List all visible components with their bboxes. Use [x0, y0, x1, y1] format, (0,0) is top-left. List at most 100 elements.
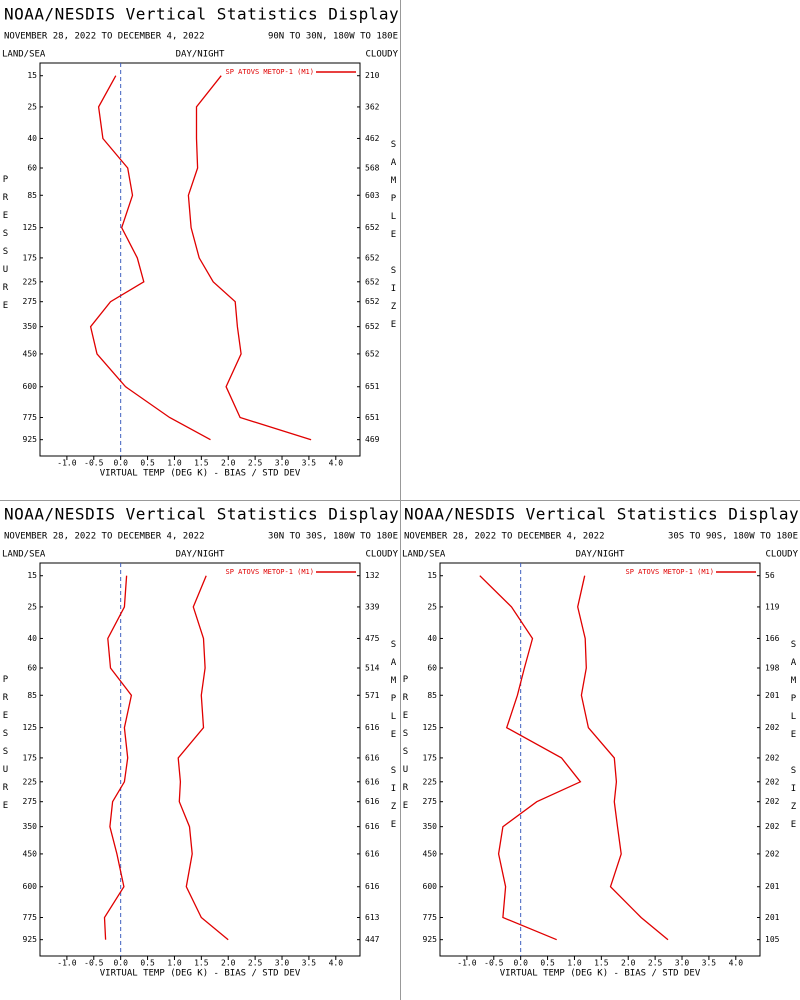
x-tick-label: 3.0 — [275, 959, 290, 968]
date-range: NOVEMBER 28, 2022 TO DECEMBER 4, 2022 — [4, 532, 204, 542]
day-night: DAY/NIGHT — [576, 550, 625, 560]
x-tick-label: -0.5 — [84, 459, 103, 468]
x-tick-label: 2.0 — [221, 959, 236, 968]
y-tick-label: 350 — [423, 822, 438, 831]
sample-size: 613 — [365, 913, 380, 922]
sample-size: 616 — [365, 849, 380, 858]
y-tick-label: 25 — [27, 102, 37, 111]
x-tick-label: -1.0 — [57, 459, 76, 468]
y-tick-label: 15 — [427, 571, 437, 580]
x-tick-label: 4.0 — [329, 459, 344, 468]
y-tick-label: 925 — [23, 435, 38, 444]
cloudy: CLOUDY — [765, 550, 798, 560]
x-tick-label: -0.5 — [84, 959, 103, 968]
sample-size: 652 — [365, 277, 380, 286]
y-tick-label: 85 — [427, 691, 437, 700]
y2-axis-label: SAMPLE SIZE — [789, 640, 799, 838]
y-tick-label: 925 — [23, 935, 38, 944]
sample-size: 616 — [365, 882, 380, 891]
y-tick-label: 125 — [23, 723, 38, 732]
chart-title: NOAA/NESDIS Vertical Statistics Display — [4, 505, 399, 524]
sample-size: 202 — [765, 753, 780, 762]
sample-size: 616 — [365, 822, 380, 831]
sample-size: 362 — [365, 102, 380, 111]
y-tick-label: 175 — [23, 753, 38, 762]
y-tick-label: 450 — [23, 849, 38, 858]
y-tick-label: 775 — [23, 913, 38, 922]
plot-frame — [39, 62, 361, 457]
sample-size: 201 — [765, 882, 780, 891]
y-tick-label: 85 — [27, 691, 37, 700]
x-tick-label: 2.5 — [248, 459, 263, 468]
sample-size: 132 — [365, 571, 380, 580]
x-tick-label: -1.0 — [57, 959, 76, 968]
bias-line — [103, 575, 133, 940]
y-tick-label: 85 — [27, 191, 37, 200]
sample-size: 105 — [765, 935, 780, 944]
x-tick-label: 0.5 — [540, 959, 555, 968]
y-tick-label: 175 — [23, 253, 38, 262]
x-tick-label: 0.0 — [113, 459, 128, 468]
date-range: NOVEMBER 28, 2022 TO DECEMBER 4, 2022 — [404, 532, 604, 542]
y-tick-label: 600 — [23, 382, 38, 391]
legend-label: SP ATOVS METOP-1 (M1) — [225, 68, 314, 76]
x-tick-label: 3.5 — [702, 959, 717, 968]
sample-size: 202 — [765, 777, 780, 786]
sample-size: 616 — [365, 723, 380, 732]
sample-size: 202 — [765, 849, 780, 858]
x-tick-label: 0.5 — [140, 959, 155, 968]
x-tick-label: 3.5 — [302, 459, 317, 468]
sample-size: 166 — [765, 634, 780, 643]
sample-size: 119 — [765, 602, 780, 611]
y-tick-label: 925 — [423, 935, 438, 944]
land-sea: LAND/SEA — [2, 50, 46, 60]
sample-size: 652 — [365, 253, 380, 262]
y-tick-label: 600 — [423, 882, 438, 891]
y-tick-label: 15 — [27, 571, 37, 580]
day-night: DAY/NIGHT — [176, 550, 225, 560]
sample-size: 568 — [365, 164, 380, 173]
sample-size: 652 — [365, 297, 380, 306]
plot-frame — [39, 562, 361, 957]
sample-size: 201 — [765, 691, 780, 700]
sample-size: 198 — [765, 664, 780, 673]
sample-size: 202 — [765, 723, 780, 732]
x-tick-label: 2.5 — [248, 959, 263, 968]
x-axis-label: VIRTUAL TEMP (DEG K) - BIAS / STD DEV — [100, 469, 301, 479]
x-axis-label: VIRTUAL TEMP (DEG K) - BIAS / STD DEV — [500, 969, 701, 979]
x-tick-label: 4.0 — [329, 959, 344, 968]
sample-size: 651 — [365, 382, 380, 391]
cloudy: CLOUDY — [365, 550, 398, 560]
std-dev-line — [577, 575, 669, 941]
sample-size: 56 — [765, 571, 775, 580]
x-tick-label: 1.0 — [167, 959, 182, 968]
land-sea: LAND/SEA — [2, 550, 46, 560]
y-tick-label: 350 — [23, 822, 38, 831]
sample-size: 202 — [765, 822, 780, 831]
y-tick-label: 225 — [23, 777, 38, 786]
bias-line — [479, 575, 582, 941]
sample-size: 339 — [365, 602, 380, 611]
y-tick-label: 275 — [423, 797, 438, 806]
x-tick-label: 2.0 — [621, 959, 636, 968]
y2-axis-label: SAMPLE SIZE — [389, 140, 399, 338]
sample-size: 210 — [365, 71, 380, 80]
y2-axis-label: SAMPLE SIZE — [389, 640, 399, 838]
sample-size: 514 — [365, 664, 380, 673]
sample-size: 652 — [365, 322, 380, 331]
sample-size: 469 — [365, 435, 380, 444]
sample-size: 652 — [365, 223, 380, 232]
y-axis-label: PRESSURE — [1, 675, 11, 819]
chart-title: NOAA/NESDIS Vertical Statistics Display — [404, 505, 799, 524]
y-tick-label: 225 — [423, 777, 438, 786]
x-tick-label: -1.0 — [457, 959, 476, 968]
x-tick-label: -0.5 — [484, 959, 503, 968]
region: 30N TO 30S, 180W TO 180E — [268, 532, 398, 542]
x-tick-label: 4.0 — [729, 959, 744, 968]
y-tick-label: 600 — [23, 882, 38, 891]
sample-size: 616 — [365, 777, 380, 786]
x-tick-label: 2.5 — [648, 959, 663, 968]
plot-frame — [439, 562, 761, 957]
x-axis-label: VIRTUAL TEMP (DEG K) - BIAS / STD DEV — [100, 969, 301, 979]
